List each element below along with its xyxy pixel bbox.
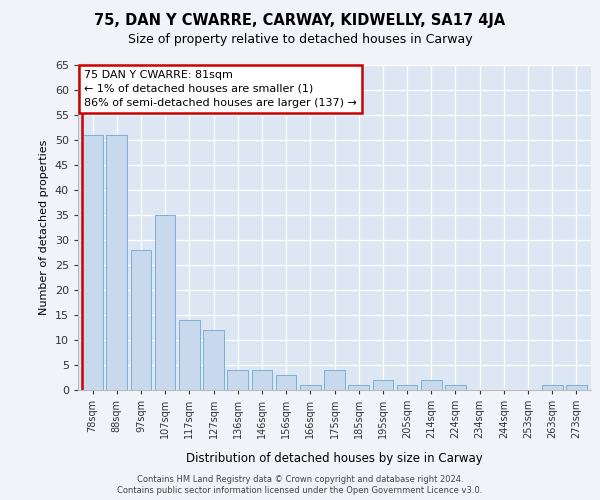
Bar — [300, 385, 320, 390]
Bar — [227, 370, 248, 390]
Bar — [421, 380, 442, 390]
Text: Size of property relative to detached houses in Carway: Size of property relative to detached ho… — [128, 32, 472, 46]
Text: 75 DAN Y CWARRE: 81sqm
← 1% of detached houses are smaller (1)
86% of semi-detac: 75 DAN Y CWARRE: 81sqm ← 1% of detached … — [84, 70, 357, 108]
Bar — [179, 320, 200, 390]
Text: Contains public sector information licensed under the Open Government Licence v3: Contains public sector information licen… — [118, 486, 482, 495]
Bar — [324, 370, 345, 390]
Text: Contains HM Land Registry data © Crown copyright and database right 2024.: Contains HM Land Registry data © Crown c… — [137, 475, 463, 484]
Bar — [373, 380, 393, 390]
Bar — [106, 135, 127, 390]
Bar — [203, 330, 224, 390]
Text: 75, DAN Y CWARRE, CARWAY, KIDWELLY, SA17 4JA: 75, DAN Y CWARRE, CARWAY, KIDWELLY, SA17… — [94, 12, 506, 28]
Bar — [131, 250, 151, 390]
Bar — [155, 215, 175, 390]
Bar — [276, 375, 296, 390]
Bar — [542, 385, 563, 390]
Bar — [82, 135, 103, 390]
Bar — [397, 385, 418, 390]
Bar — [251, 370, 272, 390]
Bar — [445, 385, 466, 390]
Bar — [566, 385, 587, 390]
X-axis label: Distribution of detached houses by size in Carway: Distribution of detached houses by size … — [186, 452, 483, 466]
Y-axis label: Number of detached properties: Number of detached properties — [39, 140, 49, 315]
Bar — [349, 385, 369, 390]
